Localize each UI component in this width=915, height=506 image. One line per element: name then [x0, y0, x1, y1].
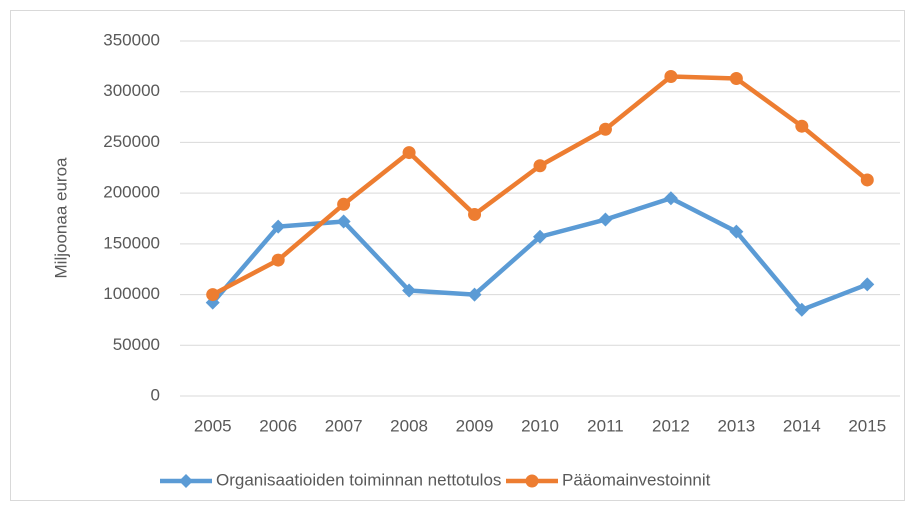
data-point — [533, 229, 547, 244]
x-tick-label: 2005 — [194, 416, 232, 435]
data-point — [467, 287, 482, 302]
data-point — [337, 197, 351, 211]
x-tick-label: 2011 — [587, 416, 624, 435]
x-tick-label: 2015 — [848, 416, 886, 435]
x-tick-label: 2007 — [325, 416, 363, 435]
y-tick-label: 250000 — [103, 132, 160, 151]
y-tick-label: 50000 — [113, 335, 160, 354]
data-point — [402, 283, 417, 298]
data-point — [794, 302, 809, 317]
legend-label: Organisaatioiden toiminnan nettotulos — [216, 470, 501, 489]
data-point — [402, 146, 416, 160]
data-point — [729, 72, 743, 86]
y-tick-label: 0 — [151, 385, 160, 404]
data-point — [206, 288, 220, 302]
data-point — [795, 119, 809, 133]
data-point — [533, 159, 547, 173]
legend-marker — [525, 474, 539, 488]
x-tick-label: 2014 — [783, 416, 821, 435]
y-tick-label: 150000 — [103, 233, 160, 252]
x-tick-label: 2008 — [390, 416, 428, 435]
data-point — [598, 122, 612, 136]
data-point — [663, 191, 678, 206]
x-tick-label: 2013 — [717, 416, 755, 435]
legend-label: Pääomainvestoinnit — [562, 470, 711, 489]
x-tick-label: 2006 — [259, 416, 297, 435]
data-point — [336, 214, 351, 229]
y-axis-title: Miljoonaa euroa — [51, 157, 70, 279]
legend-marker — [179, 474, 193, 488]
data-point — [860, 277, 875, 292]
y-tick-label: 300000 — [103, 81, 160, 100]
data-point — [664, 70, 678, 83]
x-tick-label: 2010 — [521, 416, 559, 435]
y-tick-label: 200000 — [103, 183, 160, 202]
data-point — [271, 219, 286, 234]
y-tick-label: 350000 — [103, 30, 160, 49]
data-point — [598, 212, 613, 227]
data-point — [271, 253, 285, 267]
data-point — [468, 207, 482, 221]
x-tick-label: 2012 — [652, 416, 690, 435]
data-point — [729, 224, 744, 239]
data-point — [860, 173, 874, 187]
y-tick-label: 100000 — [103, 284, 160, 303]
x-tick-label: 2009 — [456, 416, 494, 435]
